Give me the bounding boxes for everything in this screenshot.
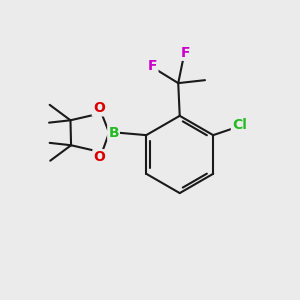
Text: F: F (180, 46, 190, 60)
Text: O: O (93, 101, 105, 116)
Text: F: F (148, 59, 158, 73)
Text: Cl: Cl (232, 118, 247, 132)
Text: O: O (93, 150, 105, 164)
Text: B: B (108, 126, 119, 140)
